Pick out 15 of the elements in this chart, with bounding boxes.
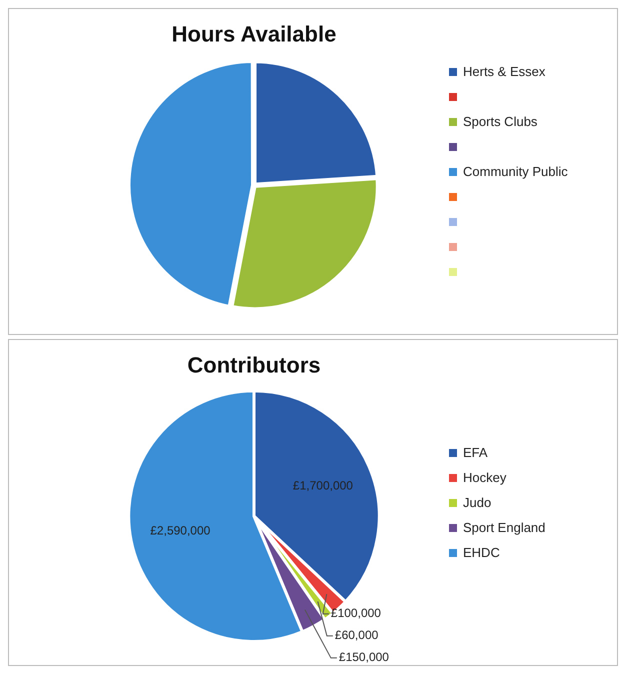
- data-label: £2,590,000: [150, 522, 211, 537]
- legend-label: Hockey: [463, 470, 506, 485]
- data-label: £60,000: [334, 628, 379, 642]
- legend-label: Judo: [463, 495, 492, 510]
- data-label: £1,700,000: [292, 478, 354, 492]
- data-label: £100,000: [330, 606, 382, 620]
- legend-label: EFA: [463, 445, 488, 460]
- chart-title: Contributors: [187, 352, 321, 377]
- legend-label: Herts & Essex: [463, 64, 546, 79]
- data-label: £150,000: [338, 650, 390, 664]
- legend-label: EHDC: [463, 545, 500, 560]
- chart-title: Hours Available: [172, 20, 336, 46]
- legend-label: Sport England: [463, 520, 546, 535]
- legend-label: Community Public: [463, 164, 568, 179]
- legend-label: Sports Clubs: [463, 114, 538, 129]
